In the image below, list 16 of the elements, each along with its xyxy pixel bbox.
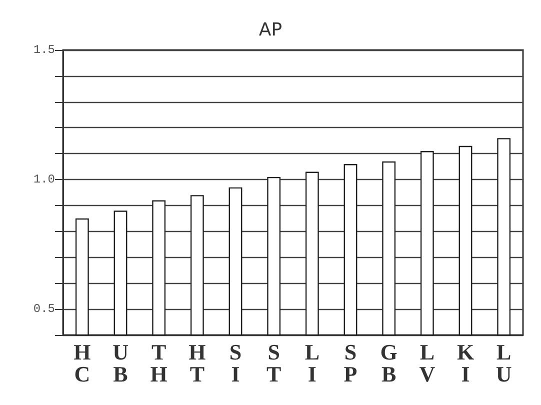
x-tick-label: S P — [344, 340, 358, 386]
x-tick-label: L V — [419, 340, 436, 386]
y-tick-label: 1.5 — [33, 43, 55, 57]
x-tick-label: U B — [112, 340, 129, 386]
x-tick-label: K I — [456, 340, 474, 386]
x-tick-label: H T — [188, 340, 206, 386]
x-tick-label: H C — [74, 340, 91, 386]
x-tick-label: G B — [380, 340, 398, 386]
y-tick-label: 0.5 — [33, 302, 55, 316]
x-tick-label: L U — [496, 340, 512, 386]
y-tick-label: 1.0 — [33, 172, 55, 187]
chart-title: AP — [258, 20, 282, 40]
x-tick-label: S T — [266, 340, 282, 386]
x-tick-label: S I — [229, 340, 242, 386]
x-tick-label: T H — [150, 340, 168, 386]
x-tick-label: L I — [304, 340, 320, 386]
